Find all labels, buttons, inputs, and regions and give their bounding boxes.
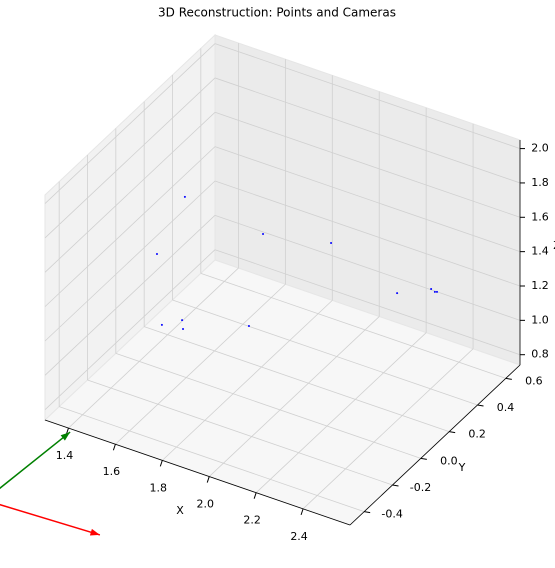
y-axis [349, 364, 521, 526]
point [330, 241, 333, 244]
grid-line [144, 326, 450, 433]
x-tick-label: 1.8 [150, 481, 168, 494]
grid-line [214, 249, 521, 356]
z-axis-label: Z [553, 239, 555, 252]
grid-line [44, 249, 216, 410]
arrow-shaft [0, 503, 101, 536]
y-tick-label: -0.2 [410, 481, 431, 494]
grid-line [172, 299, 478, 406]
grid-line [162, 300, 333, 461]
y-tick-label: 0.0 [440, 454, 458, 467]
grid-line [302, 348, 474, 510]
point [396, 292, 399, 295]
camera-arrow [0, 431, 71, 490]
grid-line [44, 43, 216, 204]
z-tick-label: 2.0 [531, 142, 549, 155]
grid-line [255, 332, 427, 493]
point [183, 195, 186, 198]
tick-mark [420, 457, 427, 460]
z-tick-label: 1.8 [531, 176, 549, 189]
point [430, 288, 433, 291]
x-tick-label: 1.6 [103, 465, 121, 478]
grid-line [44, 146, 216, 307]
grid-line [68, 267, 239, 429]
grid-line [44, 180, 216, 342]
grid-line [59, 406, 365, 513]
grid-line [200, 272, 506, 379]
grid-line [214, 146, 521, 253]
tick-mark [206, 476, 210, 483]
point [247, 324, 250, 327]
axes: 1.4 1.6 1.8 2.0 2.2 2.4 -0.4 -0.2 0.0 0.2 0.4 0.6 0.… [44, 33, 549, 543]
grid-line [214, 214, 521, 321]
y-tick-label: 0.2 [468, 428, 486, 441]
tick-mark [65, 427, 69, 435]
grid-line [214, 111, 521, 218]
grid-line [44, 215, 216, 376]
tick-mark [477, 404, 484, 407]
grid-line [214, 77, 521, 184]
tick-mark [112, 444, 116, 451]
tick-mark [364, 511, 371, 514]
grid-line [87, 379, 393, 486]
x-tick-label: 2.0 [196, 498, 214, 511]
x-axis [44, 419, 351, 526]
arrow-head [89, 528, 100, 536]
grid-line [115, 352, 421, 459]
point [262, 232, 265, 235]
point [160, 323, 163, 326]
z-tick-label: 0.8 [531, 348, 549, 361]
point [433, 290, 436, 293]
chart-title: 3D Reconstruction: Points and Cameras [158, 6, 396, 20]
tick-mark [449, 431, 456, 434]
grid-line [44, 111, 216, 273]
point [182, 328, 185, 331]
z-tick-label: 1.4 [531, 245, 549, 258]
y-tick-label: 0.6 [525, 374, 543, 387]
grid-line [115, 283, 286, 445]
grid-line [208, 316, 380, 477]
tick-mark [253, 492, 257, 499]
point [155, 252, 158, 255]
arrow-shaft [0, 431, 71, 490]
z-tick-label: 1.6 [531, 210, 549, 223]
x-tick-label: 1.4 [56, 449, 74, 462]
tick-mark [159, 460, 163, 467]
point [435, 290, 438, 293]
grid-line [214, 43, 521, 149]
x-axis-label: X [176, 504, 184, 517]
x-tick-label: 2.4 [290, 530, 308, 543]
camera-arrow [0, 503, 101, 536]
tick-mark [300, 508, 304, 516]
point [181, 319, 184, 322]
tick-mark [392, 484, 399, 487]
y-tick-label: 0.4 [497, 401, 515, 414]
y-axis-label: Y [458, 461, 466, 474]
tick-mark [505, 377, 512, 380]
y-tick-label: -0.4 [381, 508, 402, 521]
z-tick-label: 1.0 [531, 313, 549, 326]
x-tick-label: 2.2 [243, 514, 261, 527]
grid-line [214, 180, 521, 287]
z-tick-label: 1.2 [531, 279, 549, 292]
grid-line [44, 77, 216, 239]
arrow-head [60, 432, 71, 441]
